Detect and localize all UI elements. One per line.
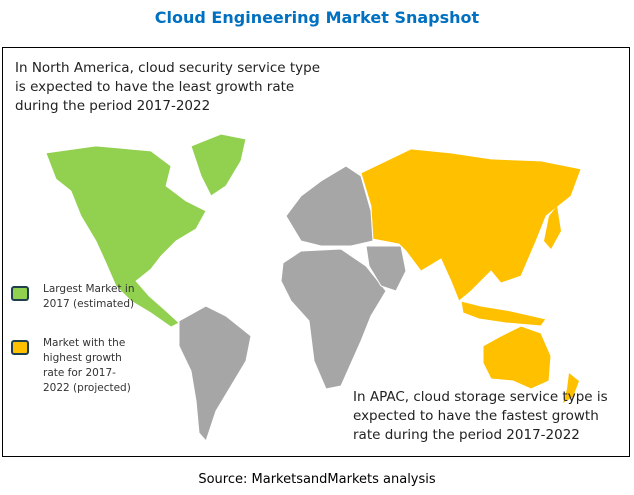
legend-label: Market with the highest growth rate for … xyxy=(43,337,131,394)
japan xyxy=(544,206,561,249)
asia xyxy=(360,148,582,302)
map-frame: In North America, cloud security service… xyxy=(2,47,630,457)
indonesia xyxy=(460,300,547,327)
yellow-swatch-icon xyxy=(11,340,29,355)
north-america xyxy=(45,145,207,328)
world-map xyxy=(45,133,582,442)
north-america-annotation: In North America, cloud security service… xyxy=(15,60,320,114)
europe xyxy=(285,165,374,247)
source-note: Source: MarketsandMarkets analysis xyxy=(198,472,436,487)
africa xyxy=(280,248,387,390)
legend-item-largest: Largest Market in 2017 (estimated) xyxy=(11,282,138,312)
australia xyxy=(482,325,552,390)
new-zealand xyxy=(563,373,579,403)
legend-label: Largest Market in 2017 (estimated) xyxy=(43,283,135,310)
apac-annotation: In APAC, cloud storage service type is e… xyxy=(353,389,608,443)
legend-item-fastest: Market with the highest growth rate for … xyxy=(11,336,138,396)
greenland xyxy=(190,133,247,197)
south-america xyxy=(178,305,252,442)
page-title: Cloud Engineering Market Snapshot xyxy=(154,8,480,27)
green-swatch-icon xyxy=(11,286,29,301)
